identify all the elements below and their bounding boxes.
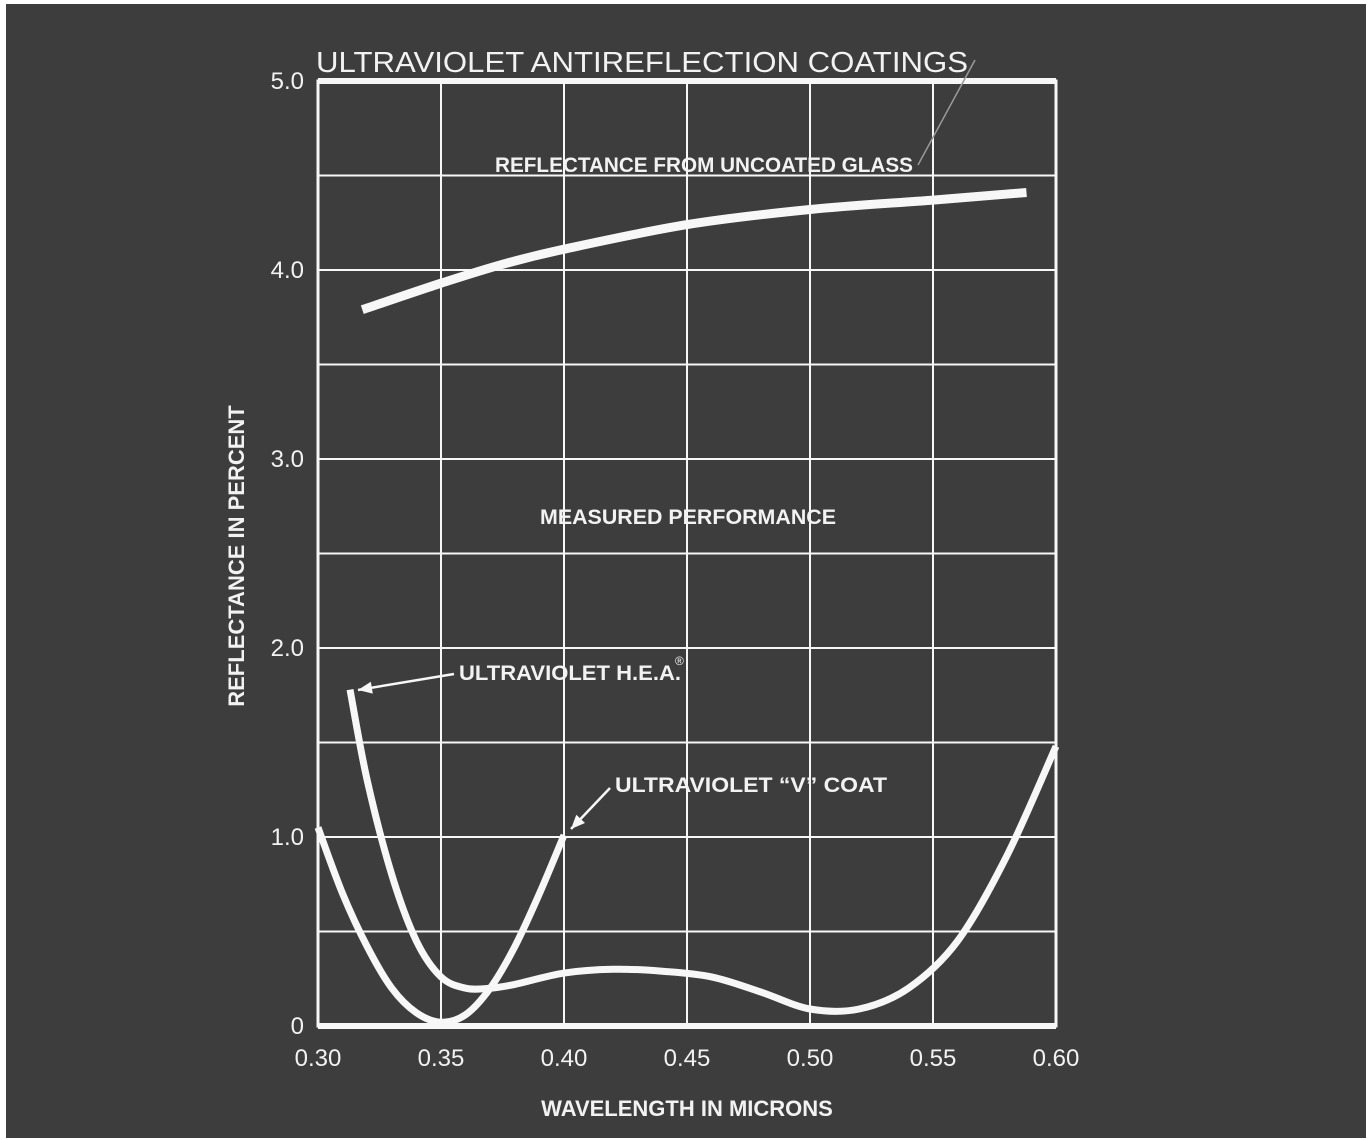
y-axis-label: REFLECTANCE IN PERCENT [224,405,249,707]
x-tick-label: 0.40 [541,1045,588,1072]
stray-mark [917,59,976,166]
y-tick-label: 2.0 [271,635,304,662]
y-tick-label: 5.0 [271,68,304,95]
annotations-group: REFLECTANCE FROM UNCOATED GLASS MEASURED … [357,59,976,830]
y-tick-label: 4.0 [271,257,304,284]
label-ultraviolet-v-coat: ULTRAVIOLET “V” COAT [615,774,887,797]
x-tick-label: 0.45 [664,1045,711,1072]
grid [316,78,1058,1029]
y-tick-label: 0 [291,1013,304,1040]
x-axis-label: WAVELENGTH IN MICRONS [541,1096,833,1121]
y-tick-label: 1.0 [271,824,304,851]
x-tick-label: 0.30 [295,1045,342,1072]
x-tick-label: 0.50 [787,1045,834,1072]
x-tick-label: 0.35 [418,1045,465,1072]
x-tick-label: 0.60 [1033,1045,1080,1072]
label-ultraviolet-hea: ULTRAVIOLET H.E.A. [459,662,681,685]
x-tick-label: 0.55 [910,1045,957,1072]
arrow-v-coat-arrowhead [571,814,585,829]
chart-title: ULTRAVIOLET ANTIREFLECTION COATINGS [316,47,968,79]
series-line-vcoat [314,826,568,1026]
series-line-hea [346,688,1060,1015]
label-measured-performance: MEASURED PERFORMANCE [540,506,836,529]
y-tick-label: 3.0 [271,446,304,473]
registered-mark: ® [675,654,684,668]
series-group [314,188,1060,1026]
arrow-hea-leader [357,672,455,692]
series-line-uncoated [360,188,1027,314]
tick-labels-group: 0.30 0.35 0.40 0.45 0.50 0.55 0.60 0 1.0 2.0 3.0 4.… [271,68,1080,1072]
arrow-hea-arrowhead [358,681,373,694]
label-uncoated-glass: REFLECTANCE FROM UNCOATED GLASS [495,154,913,177]
